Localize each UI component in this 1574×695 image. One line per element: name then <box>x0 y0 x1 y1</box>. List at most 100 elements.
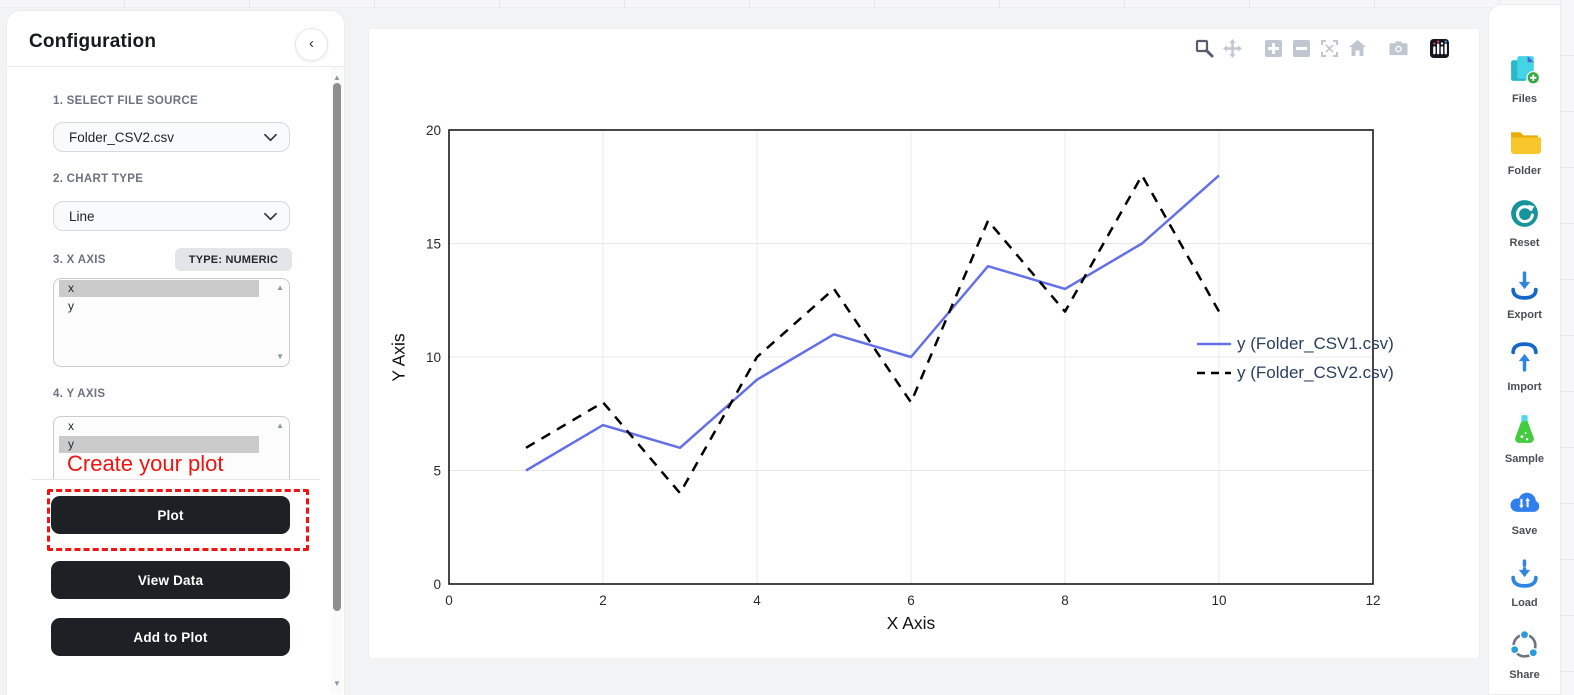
toolbar-item-label: Export <box>1507 309 1542 321</box>
header-divider <box>7 66 344 67</box>
toolbar-item-label: Share <box>1509 669 1540 681</box>
y-axis-label: 4. Y AXIS <box>53 388 106 400</box>
files-icon <box>1508 53 1541 91</box>
x-tick-label: 2 <box>599 593 607 608</box>
toolbar-item-label: Folder <box>1507 165 1542 177</box>
add-to-plot-button[interactable]: Add to Plot <box>51 618 290 656</box>
toolbar-item-label: Sample <box>1504 453 1545 465</box>
series-line[interactable] <box>525 174 1220 472</box>
toolbar-item-folder[interactable]: Folder <box>1489 125 1560 177</box>
y-tick-label: 10 <box>426 350 441 365</box>
folder-icon <box>1508 125 1541 163</box>
file-source-select[interactable]: Folder_CSV2.csv <box>53 122 290 152</box>
series-line[interactable] <box>525 174 1221 495</box>
toolbar-item-label: Load <box>1511 597 1538 609</box>
y-axis-listbox[interactable]: x y ▲ <box>53 416 290 479</box>
toolbar-item-label: Import <box>1507 381 1542 393</box>
listbox-scroll-up-icon[interactable]: ▲ <box>276 283 284 292</box>
listbox-option[interactable]: x <box>59 280 259 297</box>
toolbar-item-label: Files <box>1511 93 1538 105</box>
load-icon <box>1508 557 1541 595</box>
x-tick-label: 0 <box>445 593 453 608</box>
x-tick-label: 10 <box>1211 593 1226 608</box>
chevron-down-icon <box>264 212 277 220</box>
x-tick-label: 8 <box>1061 593 1069 608</box>
listbox-scroll-down-icon[interactable]: ▼ <box>276 352 284 361</box>
y-axis-title: Y Axis <box>388 333 409 382</box>
background-grid-top <box>0 0 1574 8</box>
import-icon <box>1508 341 1541 379</box>
legend-item[interactable]: y (Folder_CSV1.csv) <box>1197 329 1394 358</box>
zoom-out-icon[interactable] <box>1292 39 1311 58</box>
listbox-option[interactable]: y <box>59 436 259 453</box>
toolbar-item-export[interactable]: Export <box>1489 269 1560 321</box>
chart-type-select[interactable]: Line <box>53 201 290 231</box>
zoom-icon[interactable] <box>1195 39 1214 58</box>
listbox-scroll-up-icon[interactable]: ▲ <box>276 421 284 430</box>
sample-icon <box>1508 413 1541 451</box>
chevron-left-icon: ‹ <box>309 35 314 52</box>
panel-title: Configuration <box>29 31 157 52</box>
chart-type-value: Line <box>69 208 95 224</box>
toolbar-item-load[interactable]: Load <box>1489 557 1560 609</box>
x-tick-label: 4 <box>753 593 761 608</box>
plotly-modebar <box>1195 39 1449 58</box>
x-tick-label: 12 <box>1365 593 1380 608</box>
legend-line-sample <box>1197 342 1231 345</box>
background-grid-right <box>1560 0 1574 695</box>
chart-card: 0 2 4 6 8 10 12 0 5 10 15 20 X Axis Y Axis y (Folde… <box>368 28 1480 659</box>
x-axis-listbox[interactable]: x y ▲ ▼ <box>53 278 290 367</box>
y-tick-label: 20 <box>426 123 441 138</box>
toolbar-item-save[interactable]: Save <box>1489 485 1560 537</box>
chart-type-label: 2. CHART TYPE <box>53 173 144 185</box>
tutorial-annotation: Create your plot <box>67 451 224 476</box>
share-icon <box>1508 629 1541 667</box>
plot-canvas[interactable]: 0 2 4 6 8 10 12 0 5 10 15 20 <box>369 29 1481 660</box>
reset-icon <box>1508 197 1541 235</box>
toolbar-item-import[interactable]: Import <box>1489 341 1560 393</box>
toolbar-item-share[interactable]: Share <box>1489 629 1560 681</box>
toolbar-item-label: Reset <box>1509 237 1540 249</box>
legend-label: y (Folder_CSV2.csv) <box>1237 362 1394 382</box>
view-data-button[interactable]: View Data <box>51 561 290 599</box>
file-source-value: Folder_CSV2.csv <box>69 129 175 145</box>
autoscale-icon[interactable] <box>1320 39 1339 58</box>
camera-icon[interactable] <box>1389 39 1408 58</box>
toolbar-item-sample[interactable]: Sample <box>1489 413 1560 465</box>
y-tick-label: 5 <box>433 463 441 478</box>
x-axis-label: 3. X AXIS <box>53 254 106 266</box>
chart-legend: y (Folder_CSV1.csv)y (Folder_CSV2.csv) <box>1197 329 1394 387</box>
listbox-option[interactable]: y <box>68 299 74 313</box>
y-tick-label: 15 <box>426 236 441 251</box>
scrollbar-down-icon[interactable]: ▼ <box>333 679 341 688</box>
toolbar-item-files[interactable]: Files <box>1489 53 1560 105</box>
zoom-in-icon[interactable] <box>1264 39 1283 58</box>
x-axis-title: X Axis <box>886 613 936 633</box>
export-icon <box>1508 269 1541 307</box>
collapse-panel-button[interactable]: ‹ <box>295 28 328 61</box>
panel-scrollbar[interactable]: ▲ ▼ <box>331 67 343 694</box>
reset-home-icon[interactable] <box>1348 39 1367 58</box>
pan-icon[interactable] <box>1223 39 1242 58</box>
save-icon <box>1508 485 1541 523</box>
configuration-panel: Configuration ‹ 1. SELECT FILE SOURCE Fo… <box>6 10 345 695</box>
x-tick-label: 6 <box>907 593 915 608</box>
listbox-option[interactable]: x <box>68 419 74 433</box>
y-tick-label: 0 <box>433 577 441 592</box>
footer-divider <box>31 479 320 480</box>
right-toolbar: Files Folder Reset Export Import Sample Save Lo… <box>1488 4 1561 695</box>
scrollbar-up-icon[interactable]: ▲ <box>333 73 341 82</box>
plot-button[interactable]: Plot <box>51 496 290 534</box>
legend-item[interactable]: y (Folder_CSV2.csv) <box>1197 358 1394 387</box>
plotly-logo-icon[interactable] <box>1430 39 1449 58</box>
file-source-label: 1. SELECT FILE SOURCE <box>53 95 198 107</box>
scrollbar-thumb[interactable] <box>333 83 341 611</box>
toolbar-item-label: Save <box>1511 525 1538 537</box>
toolbar-item-reset[interactable]: Reset <box>1489 197 1560 249</box>
legend-label: y (Folder_CSV1.csv) <box>1237 333 1394 353</box>
chevron-down-icon <box>264 133 277 141</box>
legend-line-sample <box>1197 371 1231 374</box>
x-axis-type-badge: TYPE: NUMERIC <box>175 248 292 271</box>
configuration-header: Configuration ‹ <box>7 11 344 66</box>
